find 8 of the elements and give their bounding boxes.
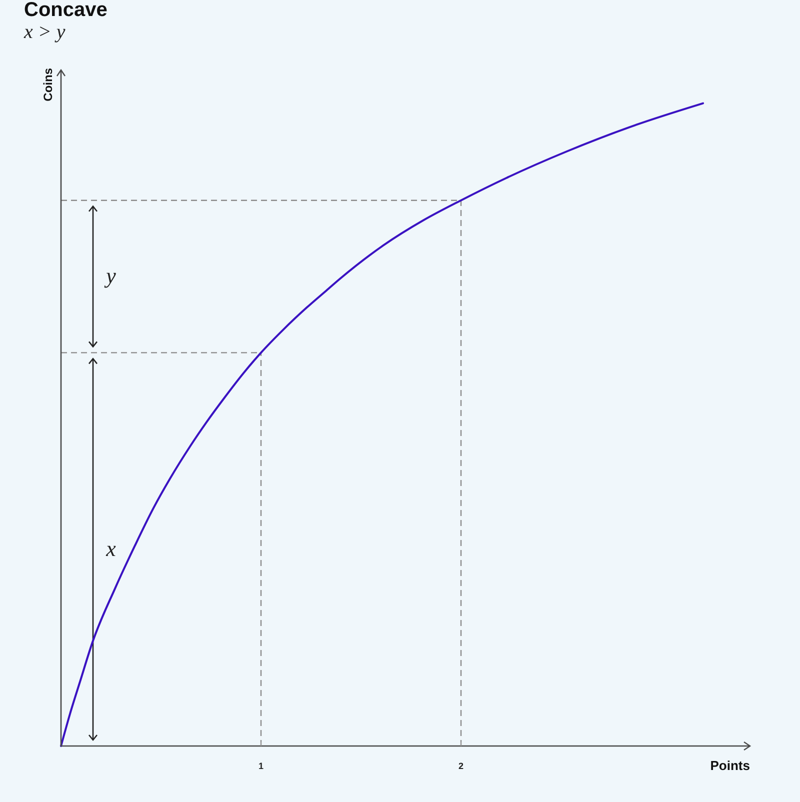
annotation: x — [105, 536, 116, 561]
chart-subtitle: x > y — [23, 21, 66, 43]
chart-title: Concave — [24, 0, 108, 21]
annotation: y — [104, 263, 116, 288]
x-tick-label: 2 — [458, 761, 464, 771]
x-axis-title: Points — [710, 758, 750, 773]
y-axis-title: Coins — [41, 68, 55, 102]
x-tick-label: 1 — [258, 761, 264, 771]
